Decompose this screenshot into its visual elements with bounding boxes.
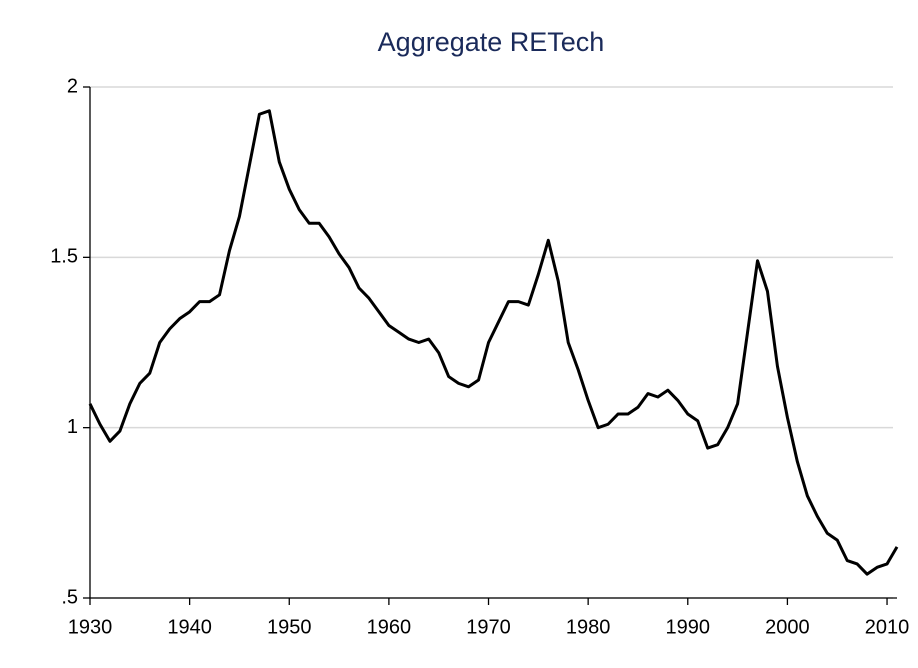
x-tick-label: 1960 (367, 616, 412, 638)
x-tick-label: 1990 (666, 616, 711, 638)
y-tick-label: 1.5 (50, 246, 78, 268)
data-line (88, 109, 899, 576)
y-tick-label: 2 (67, 75, 78, 97)
x-tick-label: 2010 (865, 616, 910, 638)
x-tick-label: 1980 (566, 616, 611, 638)
x-tick-label: 1940 (167, 616, 212, 638)
x-tick-label: 2000 (765, 616, 810, 638)
x-tick-label: 1970 (466, 616, 511, 638)
x-tick-label: 1950 (267, 616, 312, 638)
chart-title: Aggregate RETech (378, 27, 605, 57)
y-tick-label: .5 (61, 586, 78, 608)
y-tick-label: 1 (67, 416, 78, 438)
x-tick-label: 1930 (68, 616, 113, 638)
